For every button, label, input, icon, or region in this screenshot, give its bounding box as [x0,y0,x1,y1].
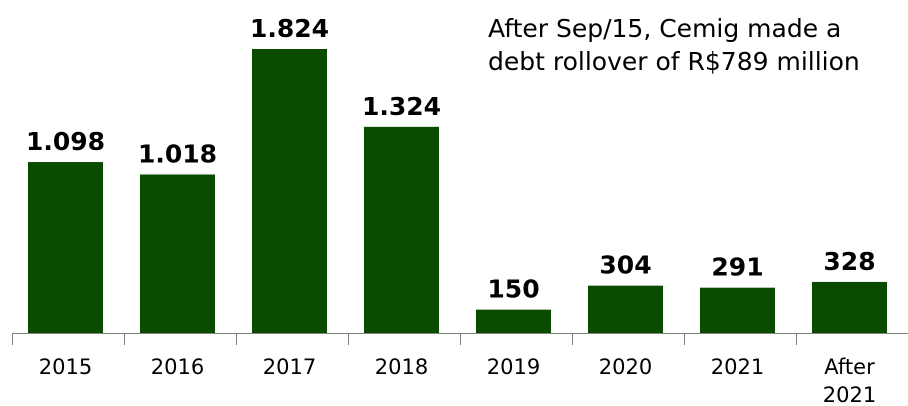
bar-2017 [252,49,327,333]
x-tick-label: 2016 [151,355,204,379]
bar-2018 [364,126,439,333]
bars-layer [28,49,887,333]
x-tick-label: 2017 [263,355,316,379]
bar-after-2021 [812,281,887,333]
bar-2020 [588,285,663,333]
data-label: 1.324 [362,92,441,121]
annotation-line-1: After Sep/15, Cemig made a [488,14,842,43]
data-label: 150 [487,275,539,304]
data-labels-layer: 1.098 1.018 1.824 1.324 150 304 291 328 [26,14,876,304]
x-axis: 2015 2016 2017 2018 2019 2020 2021 After 2021 [12,333,908,406]
bar-2016 [140,174,215,333]
data-label: 304 [599,251,651,280]
data-label: 328 [823,247,875,276]
bar-2015 [28,162,103,333]
x-tick-label: 2020 [599,355,652,379]
chart-annotation: After Sep/15, Cemig made a debt rollover… [488,12,908,78]
bar-2019 [476,309,551,333]
data-label: 1.824 [250,14,329,43]
x-tick-label: 2021 [823,383,876,406]
bar-2021 [700,287,775,333]
data-label: 291 [711,253,763,282]
data-label: 1.018 [138,139,217,168]
x-tick-label: 2018 [375,355,428,379]
x-tick-label: 2015 [39,355,92,379]
annotation-line-2: debt rollover of R$789 million [488,47,860,76]
x-tick-label: 2019 [487,355,540,379]
x-tick-label: After [824,355,875,379]
data-label: 1.098 [26,127,105,156]
x-tick-label: 2021 [711,355,764,379]
